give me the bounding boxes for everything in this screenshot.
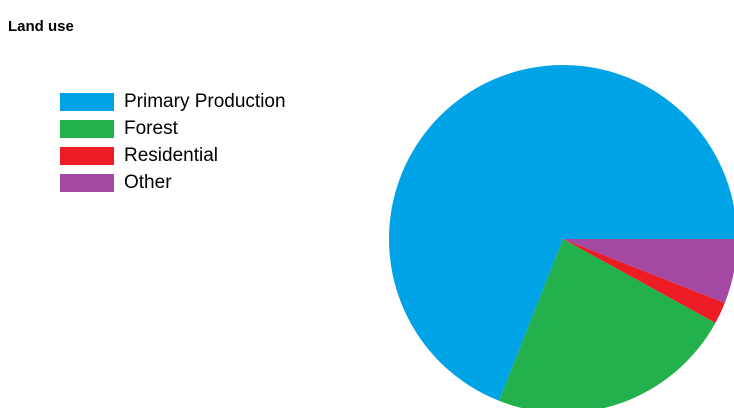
legend-swatch-primary-production — [60, 93, 114, 111]
pie-slice-forest — [498, 239, 716, 408]
pie-slice-other — [563, 239, 734, 304]
legend-label-residential: Residential — [124, 145, 218, 166]
legend-item-residential: Residential — [60, 144, 286, 168]
pie-slice-primary-production — [389, 64, 734, 401]
legend: Primary Production Forest Residential Ot… — [60, 90, 286, 198]
legend-swatch-residential — [60, 147, 114, 165]
legend-item-other: Other — [60, 171, 286, 195]
legend-label-primary-production: Primary Production — [124, 91, 286, 112]
pie-slice-residential — [563, 239, 725, 323]
legend-swatch-forest — [60, 120, 114, 138]
legend-label-other: Other — [124, 172, 172, 193]
chart-title: Land use — [8, 18, 74, 35]
legend-swatch-other — [60, 174, 114, 192]
legend-item-primary-production: Primary Production — [60, 90, 286, 114]
legend-label-forest: Forest — [124, 118, 178, 139]
legend-item-forest: Forest — [60, 117, 286, 141]
